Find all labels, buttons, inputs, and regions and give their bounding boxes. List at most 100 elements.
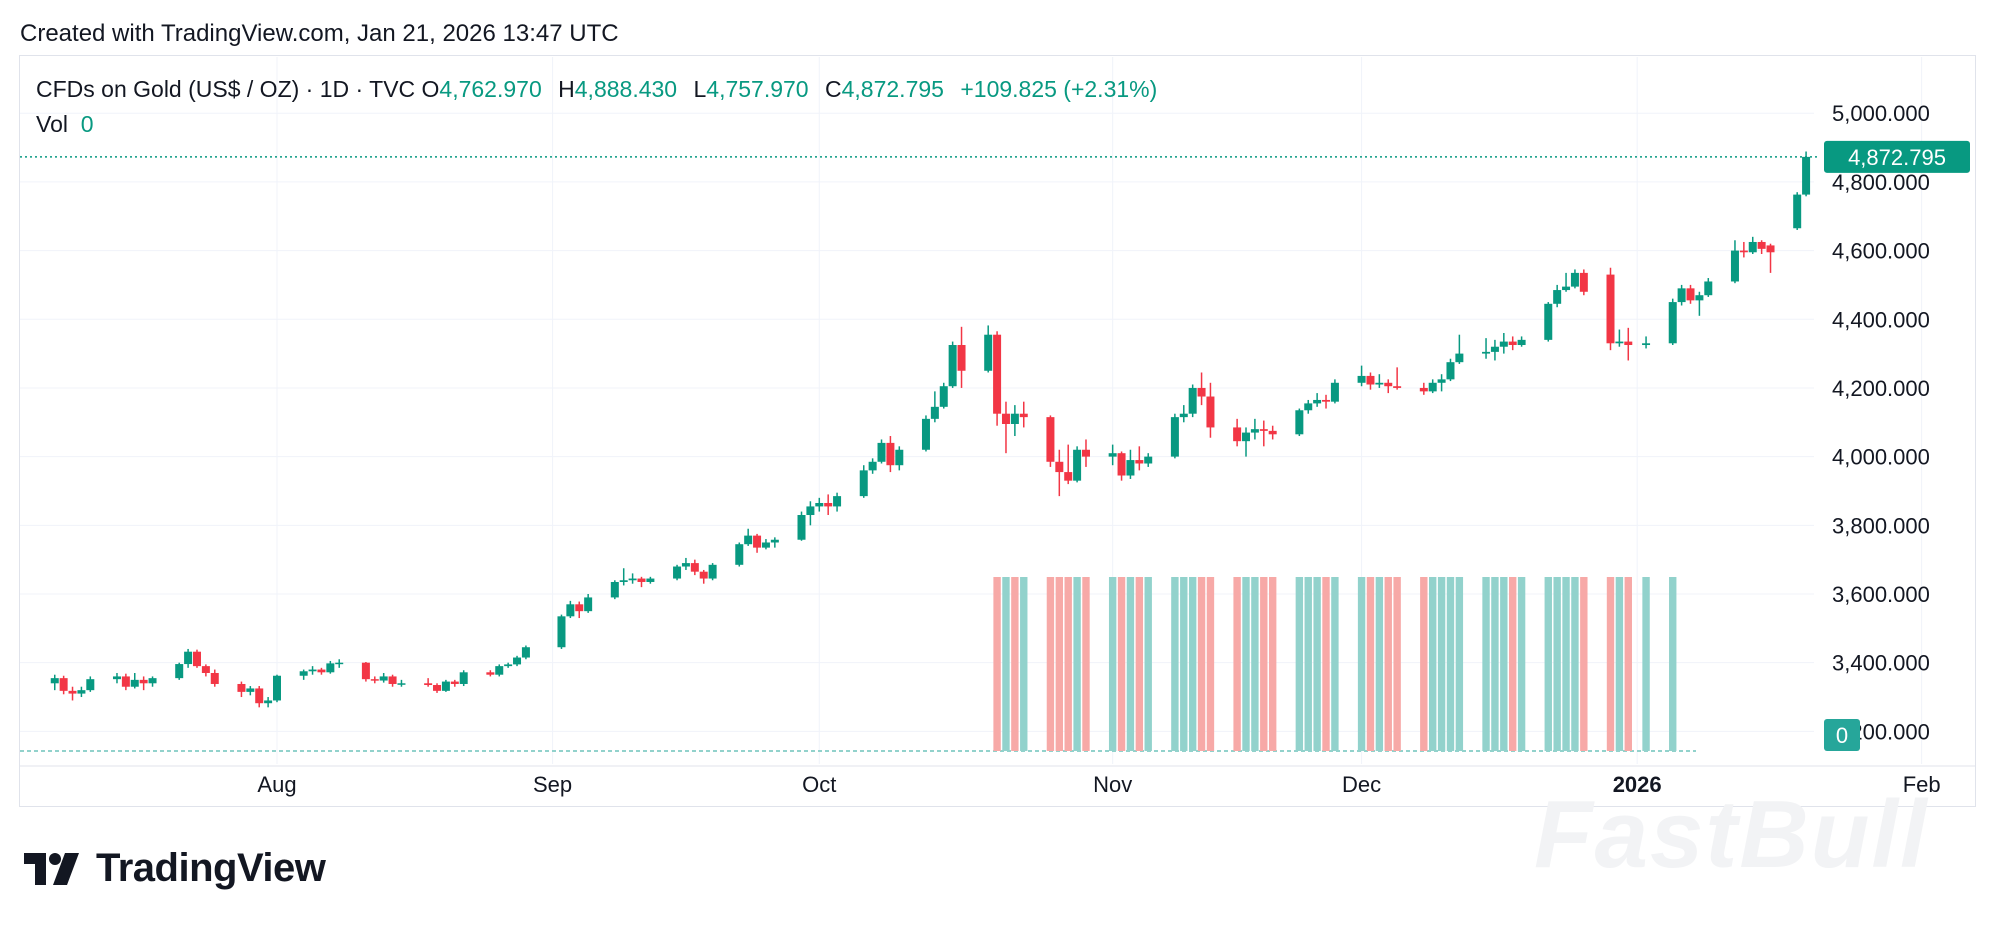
candle-body [566, 604, 575, 617]
candle-body [1739, 250, 1748, 253]
candle-body [1242, 432, 1251, 442]
candle-body [673, 566, 682, 579]
candle-body [424, 683, 433, 686]
candle-body [246, 688, 255, 692]
candle-body [1073, 449, 1082, 481]
candle-body [148, 678, 157, 684]
volume-bar [1002, 577, 1010, 751]
candle-body [770, 539, 779, 543]
volume-bar [1482, 577, 1490, 751]
low-label: L [693, 76, 707, 102]
volume-bar [1055, 577, 1064, 751]
candle-body [317, 669, 326, 673]
candle-body [1304, 403, 1313, 411]
fastbull-watermark: FastBull [1534, 781, 1929, 888]
candle-body [690, 563, 699, 572]
volume-bar [1375, 577, 1384, 751]
candle-body [1748, 241, 1757, 253]
candle-body [1046, 417, 1055, 462]
candle-body [1259, 429, 1268, 431]
candle-body [112, 676, 121, 680]
candle-body [930, 406, 939, 419]
price-tick-label: 4,800.000 [1832, 170, 1930, 195]
candle-body [335, 662, 344, 665]
candle-body [797, 515, 806, 540]
volume-bar [1260, 577, 1268, 751]
time-tick-label: Dec [1342, 772, 1381, 797]
volume-bar [1500, 577, 1508, 751]
candle-body [388, 676, 397, 684]
candle-body [993, 334, 1002, 414]
candle-body [255, 688, 264, 704]
candle-body [1553, 290, 1562, 304]
time-tick-label: Sep [533, 772, 572, 797]
volume-bar [1144, 577, 1152, 751]
volume-bar [1197, 577, 1206, 751]
candle-body [1126, 460, 1135, 476]
candle-body [1686, 288, 1695, 301]
symbol-label[interactable]: CFDs on Gold (US$ / OZ) · 1D · TVC [36, 76, 416, 102]
open-label: O [421, 76, 440, 102]
candle-body [441, 681, 450, 691]
volume-bar [1437, 577, 1446, 751]
volume-bar [1331, 577, 1339, 751]
candle-body [957, 345, 966, 371]
candle-body [273, 675, 281, 701]
candle-body [984, 334, 993, 371]
volume-bars [20, 577, 1696, 752]
candle-body [1019, 413, 1028, 418]
time-scale[interactable]: Aug Sep Oct Nov Dec 2026 Feb [257, 772, 1940, 797]
candle-body [824, 502, 833, 507]
volume-bar [1108, 577, 1117, 751]
time-tick-label: Nov [1093, 772, 1132, 797]
volume-badge-label: 0 [1836, 723, 1848, 748]
candle-body [1757, 241, 1766, 249]
candle-body [1064, 472, 1073, 481]
candle-body [1144, 456, 1153, 464]
candle-body [1802, 156, 1811, 195]
close-value: 4,872.795 [841, 76, 944, 102]
candle-body [1010, 413, 1019, 424]
candle-body [868, 461, 877, 471]
volume-bar [1562, 577, 1570, 751]
candle-body [1642, 343, 1651, 346]
volume-bar [1046, 577, 1055, 751]
volume-bar [1020, 577, 1028, 751]
candle-body [761, 542, 770, 548]
candle-body [1393, 386, 1402, 388]
price-tick-label: 4,400.000 [1832, 307, 1930, 332]
tradingview-logo[interactable]: TradingView [24, 846, 326, 891]
candle-body [1428, 382, 1437, 392]
time-tick-label: 2026 [1613, 772, 1662, 797]
volume-bar [1606, 577, 1615, 751]
candle-body [1366, 375, 1375, 385]
candle-body [637, 578, 646, 582]
candle-body [1188, 387, 1197, 414]
candle-body [299, 671, 308, 676]
candle-body [50, 678, 59, 684]
candle-body [921, 418, 930, 450]
candle-body [948, 345, 957, 387]
volume-bar [1011, 577, 1019, 751]
candle-body [308, 669, 317, 672]
price-scale[interactable]: 5,000.000 4,800.000 4,600.000 4,400.000 4,20… [1824, 101, 1970, 751]
candle-body [1668, 302, 1677, 344]
volume-label: Vol [36, 111, 68, 137]
volume-bar [1384, 577, 1392, 751]
candle-body [1437, 379, 1446, 383]
volume-legend: Vol 0 [36, 111, 94, 138]
volume-badge [1824, 719, 1860, 751]
price-tick-label: 3,600.000 [1832, 582, 1930, 607]
volume-bar [1304, 577, 1312, 751]
price-tick-label: 5,000.000 [1832, 101, 1930, 126]
candle-body [1579, 272, 1588, 292]
candle-body [1766, 245, 1775, 253]
price-tick-label: 4,200.000 [1832, 376, 1930, 401]
volume-bar [1251, 577, 1259, 751]
created-timestamp: Created with TradingView.com, Jan 21, 20… [20, 20, 619, 47]
volume-bar [1615, 577, 1624, 751]
candle-body [646, 578, 655, 582]
volume-bar [1206, 577, 1215, 751]
candle-body [397, 683, 406, 685]
